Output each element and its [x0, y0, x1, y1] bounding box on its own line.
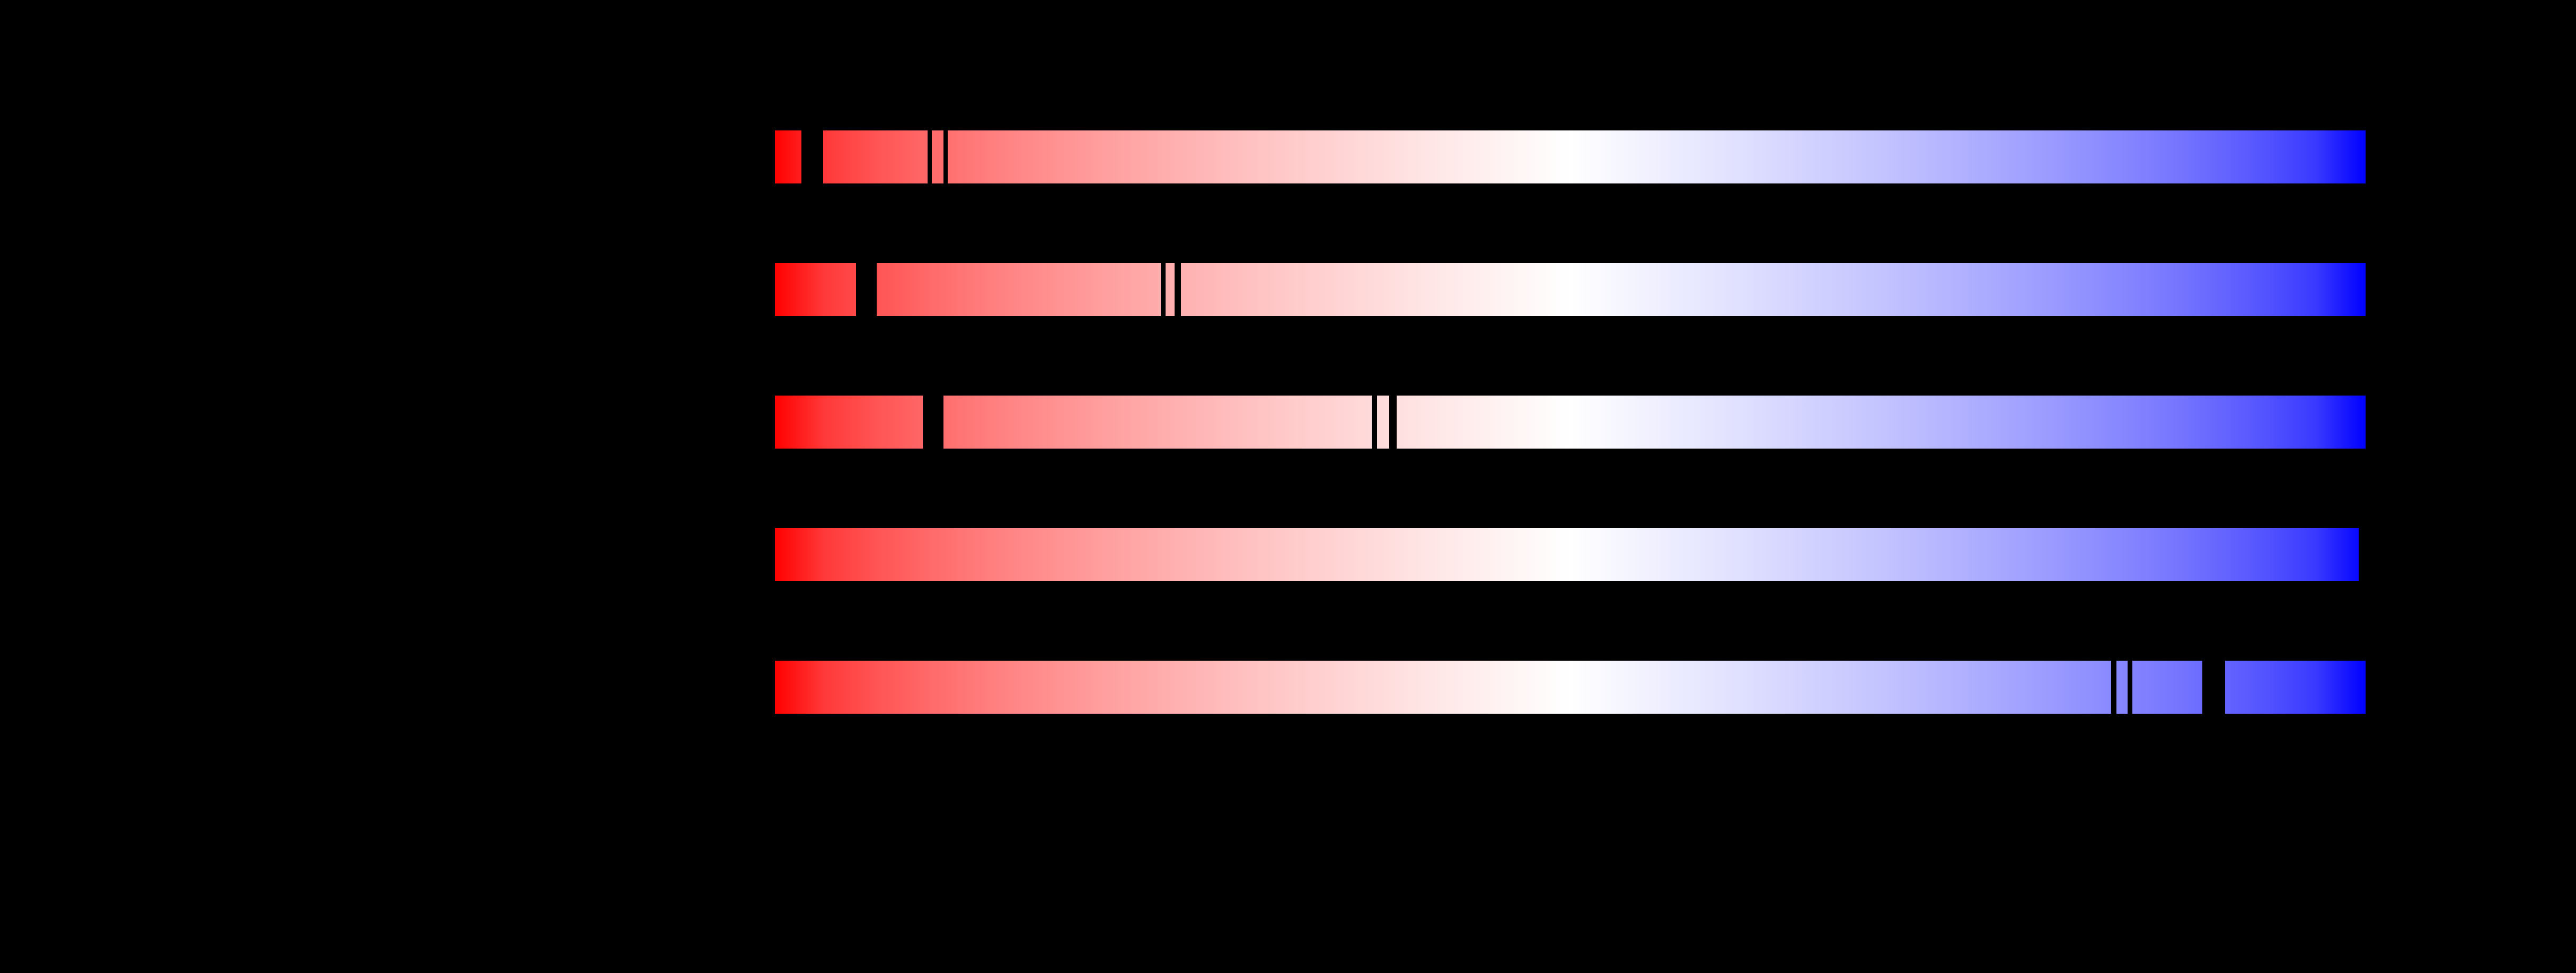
gradient-strip-row-1 — [775, 130, 2366, 183]
thin-marker — [928, 130, 932, 183]
thick-marker — [923, 396, 944, 449]
gradient-strip-row-2 — [775, 263, 2366, 316]
thin-marker — [1161, 263, 1166, 316]
thick-marker — [2202, 661, 2225, 714]
thick-marker — [801, 130, 823, 183]
thin-marker — [1389, 396, 1397, 449]
thin-marker — [2127, 661, 2132, 714]
thin-marker — [1175, 263, 1181, 316]
thin-marker — [2111, 661, 2116, 714]
thick-marker — [2359, 528, 2366, 581]
thin-marker — [943, 130, 948, 183]
gradient-strip-row-4 — [775, 528, 2366, 581]
thin-marker — [1372, 396, 1378, 449]
gradient-strip-row-5 — [775, 661, 2366, 714]
thick-marker — [855, 263, 877, 316]
gradient-strip-row-3 — [775, 396, 2366, 449]
